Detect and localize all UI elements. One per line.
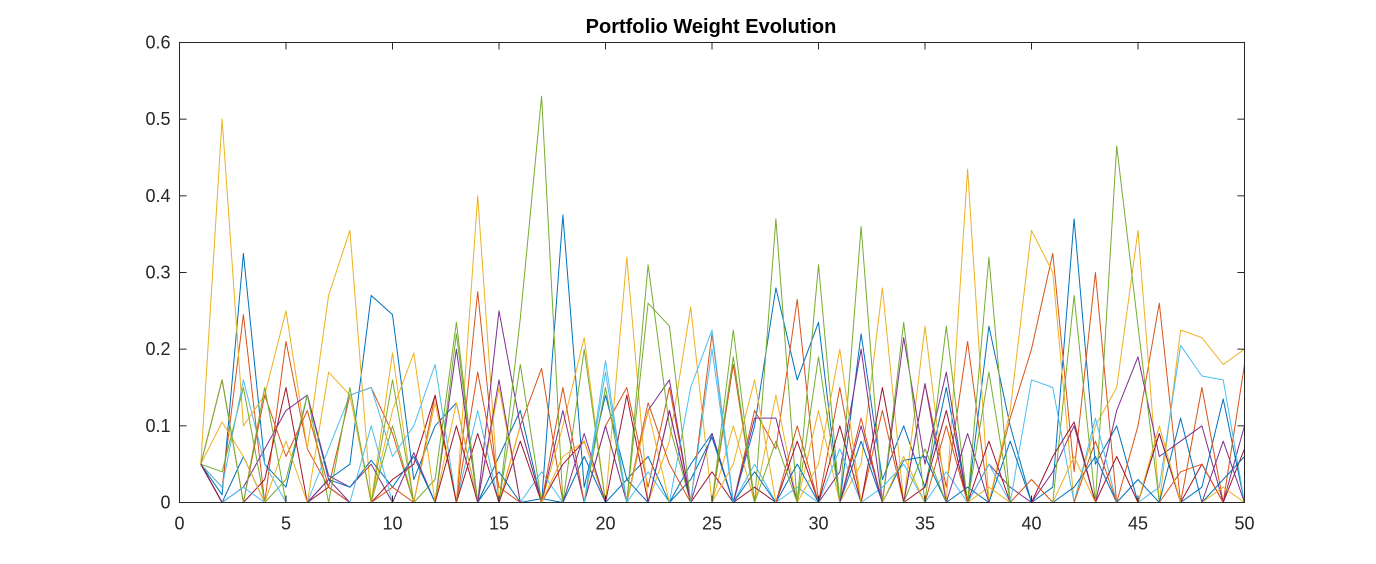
series-line-4 [200,310,1245,503]
y-tick-label: 0.5 [145,109,170,129]
x-tick-label: 25 [702,514,722,534]
x-tick-label: 30 [808,514,828,534]
chart-title: Portfolio Weight Evolution [586,16,837,38]
x-tick-label: 20 [595,514,615,534]
series-line-6 [200,329,1245,503]
x-tick-label: 35 [915,514,935,534]
ticks-group: 0 5 10 15 20 25 30 35 40 45 50 0 0.1 0.2 0.3 0.4 0.5 0.6 [145,33,1254,534]
series-line-8 [200,417,1245,503]
x-tick-label: 0 [174,514,184,534]
series-line-7 [200,387,1245,503]
x-tick-label: 50 [1234,514,1254,534]
x-tick-label: 5 [281,514,291,534]
y-tick-label: 0.6 [145,33,170,53]
y-tick-label: 0.2 [145,339,170,359]
y-tick-label: 0 [160,493,170,513]
x-tick-label: 40 [1021,514,1041,534]
x-tick-label: 15 [489,514,509,534]
series-line-10 [200,348,1245,503]
y-tick-label: 0.3 [145,263,170,283]
x-tick-label: 45 [1128,514,1148,534]
x-tick-label: 10 [382,514,402,534]
y-tick-label: 0.1 [145,416,170,436]
y-tick-label: 0.4 [145,186,170,206]
